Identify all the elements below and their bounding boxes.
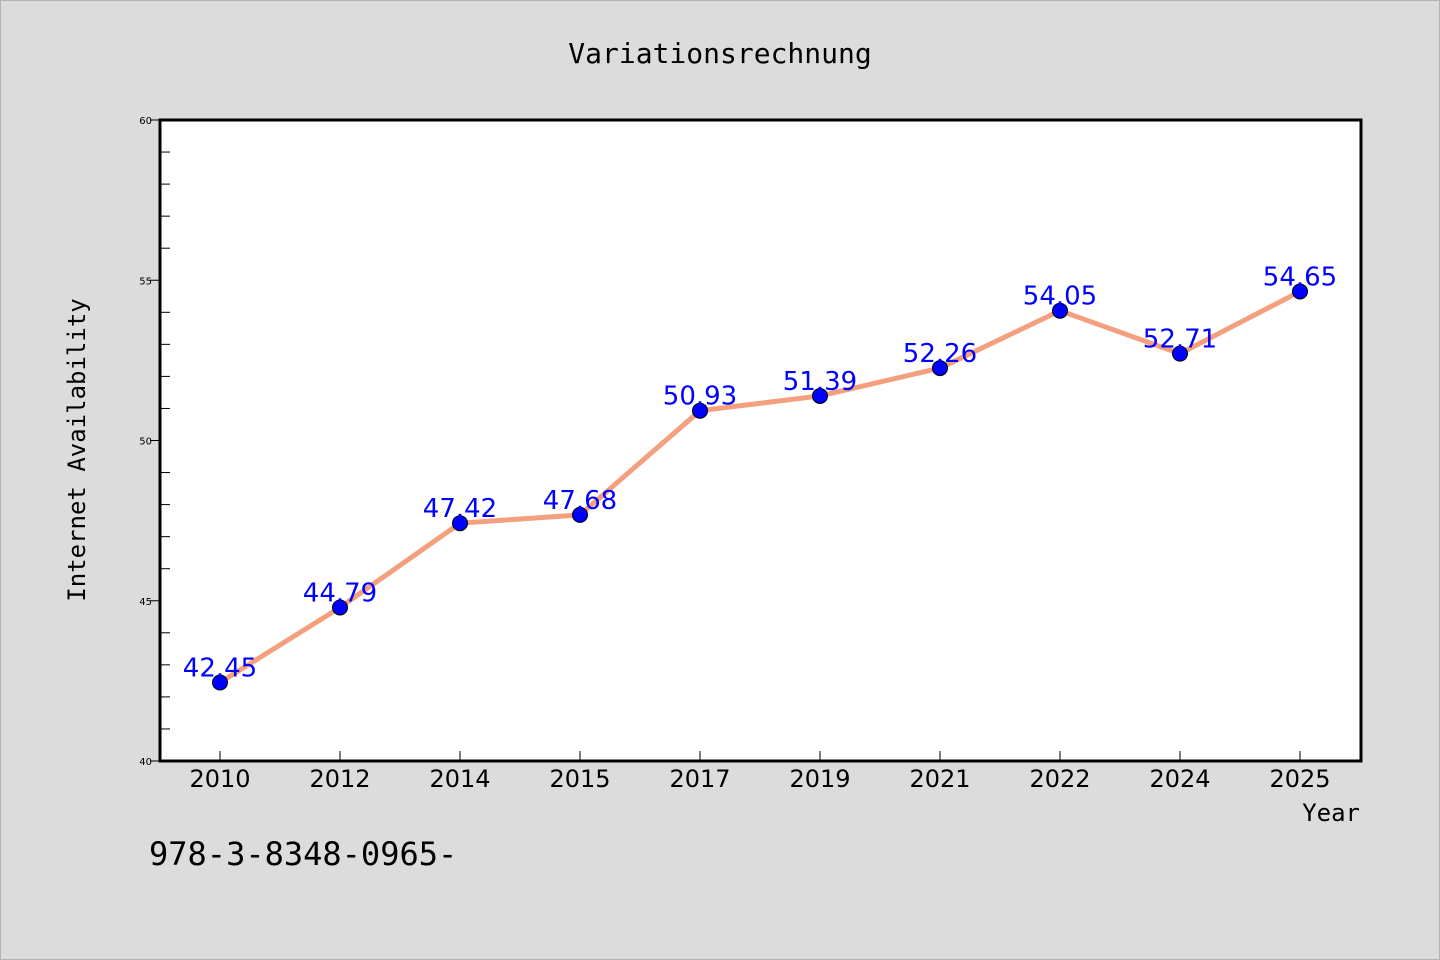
data-point <box>692 402 708 419</box>
x-tick-label: 2010 <box>189 765 250 793</box>
x-tick-label: 2014 <box>429 765 490 793</box>
chart-title: Variationsrechnung <box>568 37 871 70</box>
x-axis-ticks: 2010 2012 2014 2015 2017 2019 2021 2022 2024 2025 <box>189 751 1331 793</box>
data-point <box>332 599 348 616</box>
y-tick-label: 55 <box>139 276 152 287</box>
data-label-group: 42.45 44.79 47.42 47.68 50.93 51.39 52.26 54.05… <box>183 262 1337 683</box>
data-label: 54.05 <box>1023 282 1097 312</box>
data-point <box>932 360 948 377</box>
data-label: 42.45 <box>183 653 257 683</box>
y-axis-label: Internet Availability <box>63 298 91 601</box>
data-point <box>1172 345 1188 362</box>
plot-area <box>158 118 1363 763</box>
y-tick-label: 45 <box>139 597 152 608</box>
data-point <box>812 387 828 404</box>
data-label: 52.26 <box>903 339 977 369</box>
data-point <box>1292 283 1308 300</box>
data-label: 52.71 <box>1143 325 1217 355</box>
x-axis-label: Year <box>1302 799 1360 827</box>
x-tick-label: 2021 <box>909 765 970 793</box>
data-label: 51.39 <box>783 367 857 397</box>
data-label: 54.65 <box>1263 262 1337 292</box>
footer-text: 978-3-8348-0965- <box>149 835 457 873</box>
series-line-group <box>212 283 1308 691</box>
y-tick-label: 40 <box>139 757 152 768</box>
data-label: 47.68 <box>543 486 617 516</box>
data-point <box>452 515 468 532</box>
data-point <box>212 674 228 691</box>
series-line <box>217 288 1303 685</box>
data-label: 47.42 <box>423 494 497 524</box>
data-label: 50.93 <box>663 382 737 412</box>
x-tick-label: 2017 <box>669 765 730 793</box>
y-tick-label: 50 <box>139 437 152 448</box>
x-tick-label: 2019 <box>789 765 850 793</box>
y-tick-label: 60 <box>139 116 152 127</box>
data-point <box>572 506 588 523</box>
x-tick-label: 2022 <box>1029 765 1090 793</box>
x-tick-label: 2015 <box>549 765 610 793</box>
data-point <box>1052 302 1068 319</box>
x-tick-label: 2025 <box>1269 765 1330 793</box>
x-tick-label: 2024 <box>1149 765 1210 793</box>
x-tick-label: 2012 <box>309 765 370 793</box>
data-label: 44.79 <box>303 578 377 608</box>
y-axis-ticks: 40 45 50 55 60 <box>139 116 170 768</box>
